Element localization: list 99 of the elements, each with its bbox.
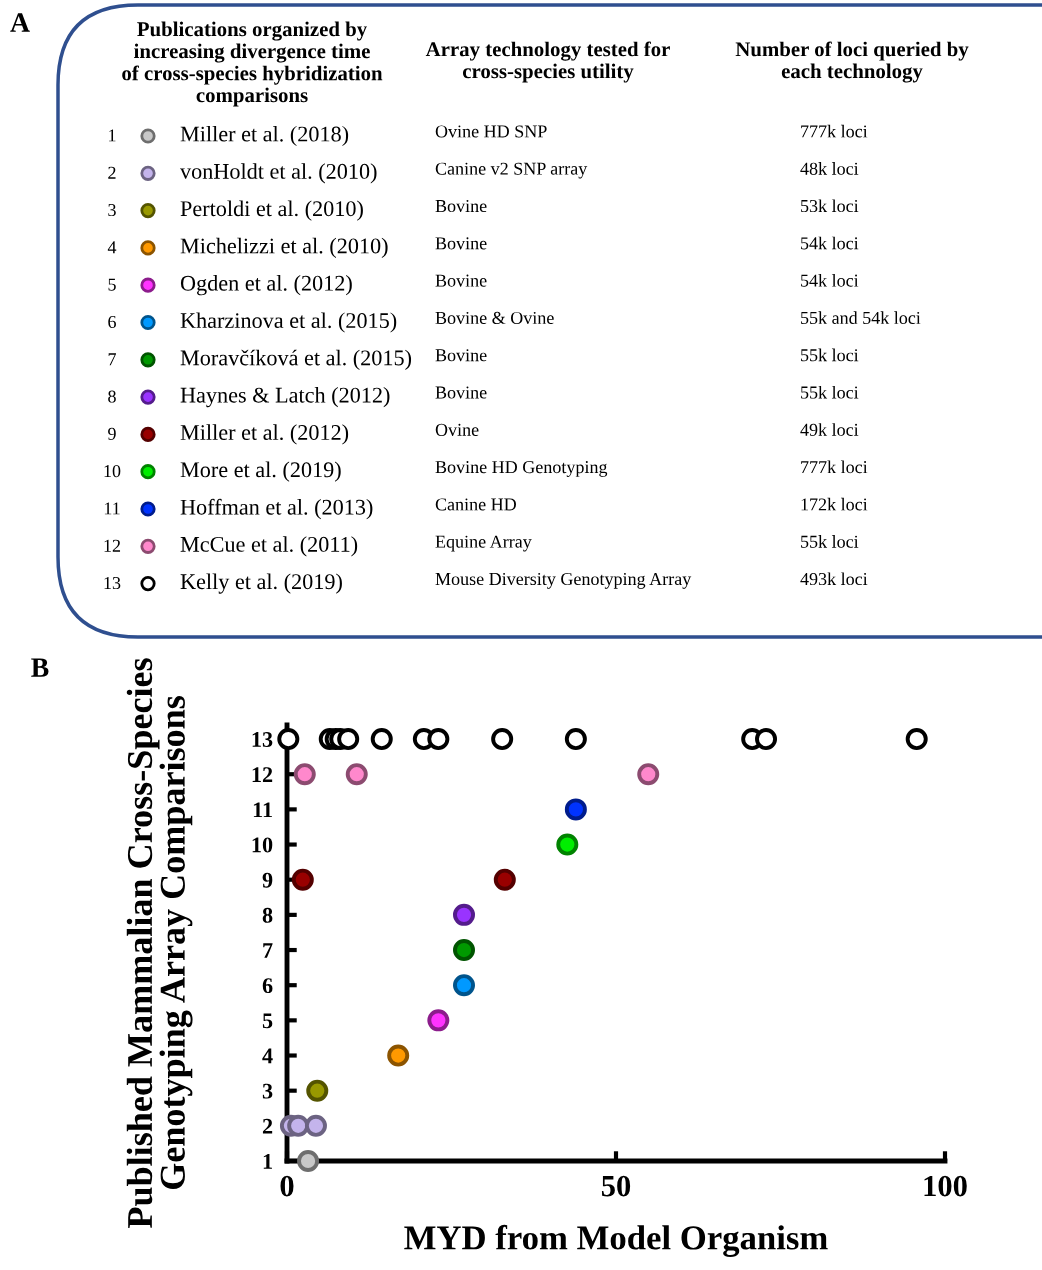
point xyxy=(297,1150,320,1172)
text: Bovine HD Genotyping xyxy=(435,461,608,477)
text: 3 xyxy=(108,203,116,217)
point xyxy=(337,728,360,751)
y-tick-label: 12 xyxy=(252,767,273,782)
text: 13 xyxy=(104,576,121,590)
point xyxy=(277,728,300,751)
point xyxy=(287,1114,310,1137)
legend-label: Michelizzi et al. (2010) xyxy=(180,237,388,258)
text: 54k loci xyxy=(801,274,859,287)
text: Bovine xyxy=(435,199,487,213)
y-tick-label: 1 xyxy=(263,1154,272,1169)
point xyxy=(427,728,450,751)
legend-label: Pertoldi et al. (2010) xyxy=(180,200,363,221)
point xyxy=(564,728,587,751)
legend-title: Publications organized by increasing divergence time of cross-species hybridization comparisons xyxy=(122,21,383,107)
text: 55k loci xyxy=(801,348,859,362)
text: Canine v2 SNP array xyxy=(435,162,588,179)
point xyxy=(556,833,579,856)
text: 55k loci xyxy=(801,535,859,548)
text: 54k loci xyxy=(801,236,859,250)
text: B xyxy=(31,658,49,677)
point xyxy=(905,728,928,751)
point xyxy=(637,763,660,786)
legend-label: Haynes & Latch (2012) xyxy=(180,386,390,408)
text: Mouse Diversity Genotyping Array xyxy=(435,572,692,589)
legend-label: McCue et al. (2011) xyxy=(180,536,358,557)
text: A xyxy=(10,13,30,32)
legend-label: Moravčíková et al. (2015) xyxy=(180,349,412,370)
point xyxy=(304,1114,327,1137)
text: Bovine xyxy=(435,349,487,362)
text: 2 xyxy=(108,166,116,179)
text: Number of loci queried by each technology xyxy=(735,41,969,83)
point xyxy=(345,763,368,786)
point xyxy=(370,728,393,751)
point xyxy=(306,1079,329,1102)
text: 11 xyxy=(104,502,120,515)
point xyxy=(493,868,516,891)
text: Ovine HD SNP xyxy=(435,125,547,138)
text: Array technology tested for cross-species utility xyxy=(425,41,670,83)
x-tick-label: 100 xyxy=(924,1175,967,1197)
point xyxy=(491,728,514,751)
point xyxy=(453,939,476,962)
y-tick-label: 2 xyxy=(262,1118,273,1134)
text: 53k loci xyxy=(801,199,859,213)
text: 12 xyxy=(104,539,121,552)
point xyxy=(453,974,476,997)
legend-label: Miller et al. (2018) xyxy=(180,125,349,147)
y-tick-label: 8 xyxy=(262,907,273,923)
text: 49k loci xyxy=(800,423,859,436)
text: 493k loci xyxy=(800,572,868,586)
y-tick-label: 7 xyxy=(263,943,273,958)
point xyxy=(427,1009,450,1032)
y-tick-label: 13 xyxy=(252,732,273,747)
point xyxy=(564,798,587,821)
text: 5 xyxy=(108,278,116,291)
legend-label: More et al. (2019) xyxy=(180,461,341,482)
x-axis-title: MYD from Model Organism xyxy=(404,1224,828,1257)
y-tick-label: 10 xyxy=(252,837,273,853)
x-tick-label: 0 xyxy=(280,1175,294,1197)
text: 55k and 54k loci xyxy=(801,311,921,325)
legend-label: Ogden et al. (2012) xyxy=(180,275,352,296)
text: Bovine xyxy=(435,386,487,399)
text: 7 xyxy=(108,353,116,366)
legend-label: vonHoldt et al. (2010) xyxy=(180,163,377,184)
text: Ovine xyxy=(435,423,479,436)
text: 10 xyxy=(104,465,121,478)
text: 4 xyxy=(107,241,117,254)
y-tick-label: 9 xyxy=(262,872,273,888)
text: Bovine & Ovine xyxy=(435,311,554,325)
text: 8 xyxy=(108,390,116,403)
point xyxy=(291,868,314,891)
text: 9 xyxy=(108,427,116,440)
legend-label: Kelly et al. (2019) xyxy=(180,573,342,594)
text: Canine HD xyxy=(435,498,517,511)
text: Bovine xyxy=(435,237,487,250)
text: 48k loci xyxy=(800,162,859,175)
text: 172k loci xyxy=(801,497,868,511)
y-axis-title: Published Mammalian Cross-Species Genotyping Array Comparisons xyxy=(126,658,193,1228)
y-tick-label: 3 xyxy=(262,1083,273,1099)
text: 777k loci xyxy=(801,460,868,474)
point xyxy=(387,1044,410,1067)
legend-label: Miller et al. (2012) xyxy=(180,424,349,445)
y-tick-label: 6 xyxy=(262,978,273,994)
legend-label: Kharzinova et al. (2015) xyxy=(180,312,397,333)
x-tick-label: 50 xyxy=(601,1175,631,1197)
text: Equine Array xyxy=(435,535,532,552)
y-tick-label: 4 xyxy=(262,1048,273,1064)
y-tick-label: 11 xyxy=(253,802,272,818)
y-tick-label: 5 xyxy=(262,1013,273,1029)
text: Bovine xyxy=(435,274,487,287)
text: 1 xyxy=(109,129,116,142)
text: 6 xyxy=(108,315,116,329)
legend-label: Hoffman et al. (2013) xyxy=(180,498,373,520)
point xyxy=(453,903,476,926)
point xyxy=(293,763,316,786)
point xyxy=(755,728,778,751)
text: 55k loci xyxy=(801,385,859,399)
text: 777k loci xyxy=(801,124,868,138)
